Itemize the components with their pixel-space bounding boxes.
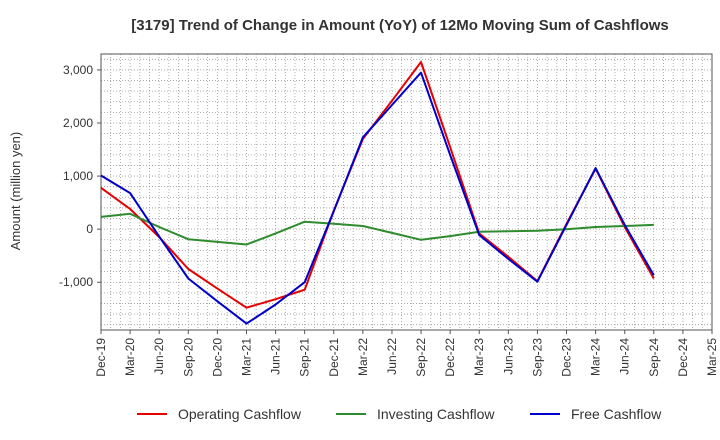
x-tick-label: Sep-24: [647, 338, 661, 377]
plot-area: [100, 53, 713, 331]
x-tick-label: Dec-23: [560, 338, 574, 377]
x-tick-label: Mar-24: [589, 338, 603, 376]
x-tick-label: Dec-22: [443, 338, 457, 377]
x-tick-label: Dec-20: [210, 338, 224, 377]
series-line-free-cashflow: [100, 71, 655, 325]
y-tick-label: 2,000: [63, 116, 93, 130]
grid: [100, 54, 712, 330]
legend-label-operating-cashflow: Operating Cashflow: [178, 406, 302, 422]
x-tick-label: Mar-25: [705, 338, 719, 376]
y-axis-label: Amount (million yen): [8, 132, 23, 251]
x-tick-label: Sep-21: [298, 338, 312, 377]
x-tick-label: Mar-20: [123, 338, 137, 376]
series-lines: [100, 61, 655, 325]
y-tick-label: -1,000: [59, 275, 93, 289]
x-tick-label: Mar-23: [472, 338, 486, 376]
x-tick-label: Sep-20: [181, 338, 195, 377]
legend-label-free-cashflow: Free Cashflow: [571, 406, 662, 422]
x-tick-label: Dec-19: [94, 338, 108, 377]
legend: Operating Cashflow Investing Cashflow Free…: [137, 406, 662, 422]
x-axis: Dec-19 Mar-20 Jun-20 Sep-20 Dec-20 Mar-21 Jun-…: [94, 330, 719, 377]
x-tick-label: Jun-24: [618, 338, 632, 375]
x-tick-label: Jun-20: [152, 338, 166, 375]
x-tick-label: Mar-21: [239, 338, 253, 376]
y-tick-label: 3,000: [63, 63, 93, 77]
x-tick-label: Jun-22: [385, 338, 399, 375]
y-tick-label: 0: [86, 222, 93, 236]
y-tick-label: 1,000: [63, 169, 93, 183]
x-tick-label: Jun-21: [269, 338, 283, 375]
x-tick-label: Sep-22: [414, 338, 428, 377]
series-line-investing-cashflow: [100, 212, 654, 246]
x-tick-label: Dec-21: [327, 338, 341, 377]
x-tick-label: Jun-23: [501, 338, 515, 375]
legend-label-investing-cashflow: Investing Cashflow: [377, 406, 495, 422]
x-tick-label: Dec-24: [676, 338, 690, 377]
y-axis: -1,000 0 1,000 2,000 3,000: [59, 63, 101, 289]
x-tick-label: Mar-22: [356, 338, 370, 376]
x-tick-label: Sep-23: [530, 338, 544, 377]
chart-title: [3179] Trend of Change in Amount (YoY) o…: [131, 17, 669, 34]
